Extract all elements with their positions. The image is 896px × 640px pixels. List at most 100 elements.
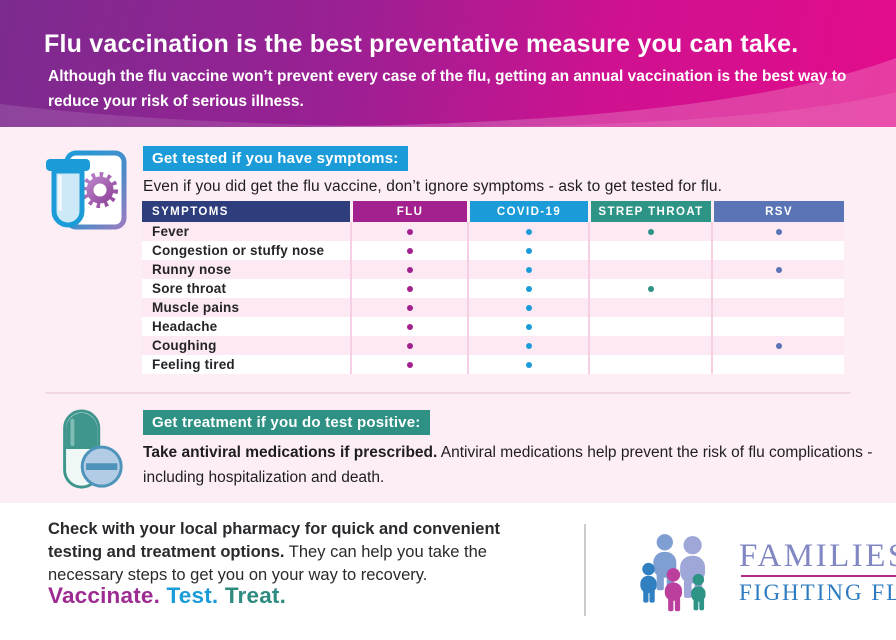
hero-banner: Flu vaccination is the best preventative… bbox=[0, 0, 896, 127]
covid-dot bbox=[525, 343, 532, 350]
flu-dot bbox=[406, 362, 413, 369]
tagline-test: Test. bbox=[166, 583, 225, 608]
symptom-cell-flu bbox=[350, 241, 467, 260]
symptoms-table-body: Fever Congestion or stuffy nose Runny nose… bbox=[142, 222, 844, 374]
table-header-row: SYMPTOMS FLU COVID-19 STREP THROAT RSV bbox=[142, 201, 844, 222]
table-row: Sore throat bbox=[142, 279, 844, 298]
strep-dot bbox=[647, 286, 654, 293]
symptom-cell-flu bbox=[350, 336, 467, 355]
table-row: Fever bbox=[142, 222, 844, 241]
get-treatment-badge: Get treatment if you do test positive: bbox=[143, 410, 431, 435]
table-row: Coughing bbox=[142, 336, 844, 355]
flu-dot bbox=[406, 324, 413, 331]
symptom-label: Feeling tired bbox=[142, 355, 350, 374]
page-subtitle: Although the flu vaccine won’t prevent e… bbox=[48, 68, 847, 110]
symptom-cell-rsv bbox=[711, 279, 844, 298]
symptom-cell-rsv bbox=[711, 336, 844, 355]
symptom-cell-covid bbox=[467, 260, 588, 279]
treatment-text: Take antiviral medications if prescribed… bbox=[143, 440, 873, 490]
symptom-cell-rsv bbox=[711, 298, 844, 317]
symptom-cell-covid bbox=[467, 317, 588, 336]
flu-dot bbox=[406, 248, 413, 255]
symptom-cell-covid bbox=[467, 355, 588, 374]
families-fighting-flu-logo: FAMILIES FIGHTING FLU™ bbox=[637, 529, 896, 615]
symptom-cell-flu bbox=[350, 260, 467, 279]
symptom-cell-covid bbox=[467, 279, 588, 298]
symptom-cell-covid bbox=[467, 241, 588, 260]
treatment-text-rest: Antiviral medications help prevent the r… bbox=[143, 444, 873, 486]
symptom-cell-flu bbox=[350, 222, 467, 241]
symptom-cell-rsv bbox=[711, 241, 844, 260]
pharmacy-text: Check with your local pharmacy for quick… bbox=[48, 518, 540, 587]
symptoms-table-header: SYMPTOMS FLU COVID-19 STREP THROAT RSV bbox=[142, 201, 844, 222]
logo-line2: FIGHTING FLU™ bbox=[739, 579, 896, 605]
family-figures-icon bbox=[640, 534, 706, 612]
symptom-cell-rsv bbox=[711, 355, 844, 374]
pharmacy-text-rest: They can help you take the necessary ste… bbox=[48, 543, 487, 584]
flu-dot bbox=[406, 267, 413, 274]
covid-dot bbox=[525, 305, 532, 312]
table-row: Congestion or stuffy nose bbox=[142, 241, 844, 260]
table-row: Muscle pains bbox=[142, 298, 844, 317]
section-divider bbox=[45, 392, 851, 394]
column-header-symptoms: SYMPTOMS bbox=[142, 201, 350, 222]
hero-swoosh-decoration bbox=[0, 58, 896, 127]
page-title: Flu vaccination is the best preventative… bbox=[44, 30, 799, 58]
covid-dot bbox=[525, 267, 532, 274]
symptom-cell-strep bbox=[588, 260, 711, 279]
symptom-cell-flu bbox=[350, 279, 467, 298]
symptom-cell-flu bbox=[350, 355, 467, 374]
symptom-cell-rsv bbox=[711, 260, 844, 279]
tagline: Vaccinate. Test. Treat. bbox=[48, 583, 286, 609]
covid-dot bbox=[525, 229, 532, 236]
column-header-strep-throat: STREP THROAT bbox=[588, 201, 711, 222]
flu-dot bbox=[406, 229, 413, 236]
symptom-cell-covid bbox=[467, 298, 588, 317]
test-tube-virus-icon bbox=[46, 150, 127, 230]
footer: Check with your local pharmacy for quick… bbox=[0, 503, 896, 640]
table-row: Headache bbox=[142, 317, 844, 336]
symptom-cell-covid bbox=[467, 222, 588, 241]
covid-dot bbox=[525, 324, 532, 331]
symptom-label: Sore throat bbox=[142, 279, 350, 298]
get-tested-lead-text: Even if you did get the flu vaccine, don… bbox=[143, 178, 723, 195]
symptom-cell-flu bbox=[350, 317, 467, 336]
column-header-flu: FLU bbox=[350, 201, 467, 222]
table-row: Feeling tired bbox=[142, 355, 844, 374]
rsv-dot bbox=[775, 229, 782, 236]
symptom-cell-rsv bbox=[711, 222, 844, 241]
content-area: Get tested if you have symptoms: Even if… bbox=[0, 127, 896, 503]
pharmacy-text-bold: Check with your local pharmacy for quick… bbox=[48, 520, 501, 561]
symptom-cell-strep bbox=[588, 241, 711, 260]
symptom-cell-strep bbox=[588, 355, 711, 374]
strep-dot bbox=[647, 229, 654, 236]
rsv-dot bbox=[775, 267, 782, 274]
get-tested-badge: Get tested if you have symptoms: bbox=[143, 146, 409, 171]
treatment-text-bold: Take antiviral medications if prescribed… bbox=[143, 444, 438, 461]
covid-dot bbox=[525, 248, 532, 255]
symptom-cell-strep bbox=[588, 298, 711, 317]
rsv-dot bbox=[775, 343, 782, 350]
tagline-treat: Treat. bbox=[224, 583, 287, 608]
logo-rule bbox=[741, 574, 896, 577]
column-header-rsv: RSV bbox=[711, 201, 844, 222]
flu-dot bbox=[406, 286, 413, 293]
symptom-label: Muscle pains bbox=[142, 298, 350, 317]
flu-dot bbox=[406, 305, 413, 312]
table-row: Runny nose bbox=[142, 260, 844, 279]
symptom-cell-covid bbox=[467, 336, 588, 355]
logo-text: FAMILIES FIGHTING FLU™ bbox=[739, 539, 896, 606]
symptom-cell-rsv bbox=[711, 317, 844, 336]
symptom-cell-strep bbox=[588, 336, 711, 355]
symptom-label: Coughing bbox=[142, 336, 350, 355]
tagline-vaccinate: Vaccinate. bbox=[48, 583, 167, 608]
symptom-label: Headache bbox=[142, 317, 350, 336]
flu-dot bbox=[406, 343, 413, 350]
symptom-cell-strep bbox=[588, 222, 711, 241]
pill-capsule-icon bbox=[63, 409, 123, 489]
covid-dot bbox=[525, 286, 532, 293]
symptom-cell-flu bbox=[350, 298, 467, 317]
symptom-cell-strep bbox=[588, 317, 711, 336]
symptom-label: Fever bbox=[142, 222, 350, 241]
